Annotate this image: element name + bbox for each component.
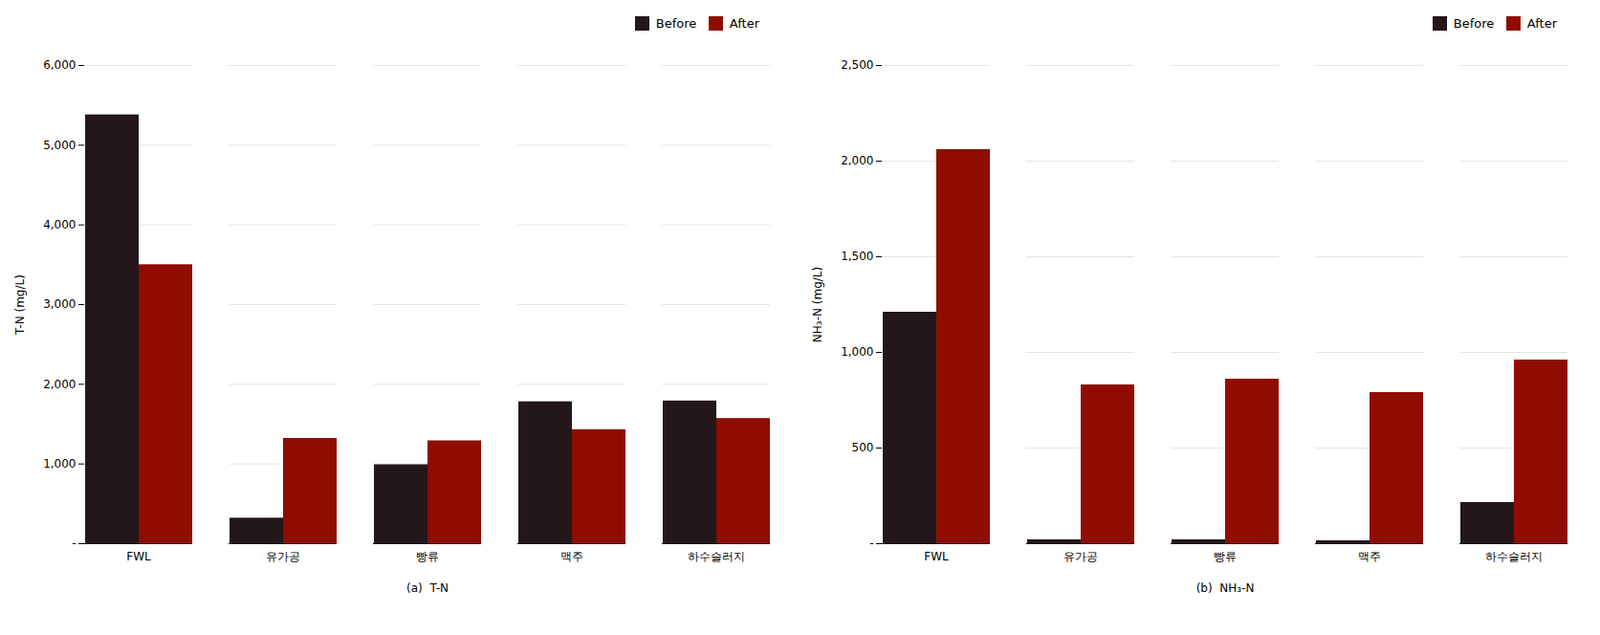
svg-text:5,000: 5,000 [43, 137, 76, 152]
svg-text:3,000: 3,000 [43, 297, 76, 311]
html-text:After: After [729, 16, 760, 31]
svg-text:하수슬러지: 하수슬러지 [1485, 549, 1543, 564]
svg-text:맥주: 맥주 [1358, 549, 1381, 564]
html-text:After: After [1527, 16, 1557, 31]
svg-text:빵류: 빵류 [416, 549, 439, 564]
svg-text:500: 500 [852, 440, 875, 455]
svg-text:맥주: 맥주 [560, 549, 584, 564]
html-text:Before: Before [1453, 16, 1495, 31]
svg-text:하수슬러지: 하수슬러지 [687, 549, 746, 564]
svg-text:유가공: 유가공 [265, 549, 301, 564]
svg-text:1,500: 1,500 [840, 249, 874, 264]
svg-text:NH₃-N (mg/L): NH₃-N (mg/L) [810, 265, 825, 342]
svg-text:T-N (mg/L): T-N (mg/L) [13, 274, 27, 336]
svg-text:4,000: 4,000 [43, 218, 76, 232]
svg-text:1,000: 1,000 [43, 457, 76, 471]
html-text:Before: Before [655, 16, 697, 31]
svg-text:-: - [71, 536, 76, 550]
svg-text:6,000: 6,000 [43, 58, 76, 72]
svg-text:2,500: 2,500 [840, 58, 874, 72]
svg-text:1,000: 1,000 [840, 345, 874, 359]
svg-text:FWL: FWL [126, 549, 152, 564]
svg-text:(a) T-N: (a) T-N [406, 580, 449, 594]
svg-text:-: - [869, 536, 874, 550]
svg-text:FWL: FWL [923, 549, 949, 564]
svg-text:유가공: 유가공 [1063, 549, 1098, 564]
svg-text:2,000: 2,000 [43, 376, 76, 391]
svg-text:빵류: 빵류 [1213, 549, 1237, 564]
svg-text:(b) NH₃-N: (b) NH₃-N [1196, 580, 1255, 594]
svg-text:2,000: 2,000 [840, 153, 874, 168]
